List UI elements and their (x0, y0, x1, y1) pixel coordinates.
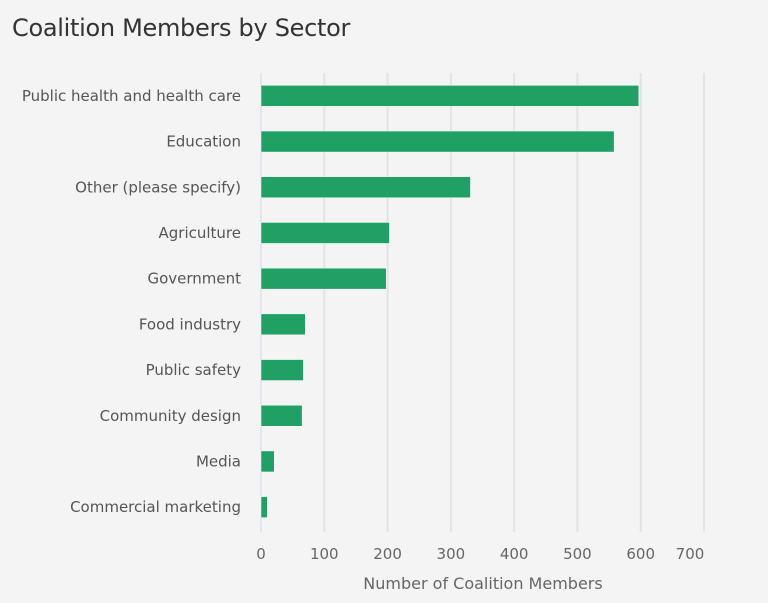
x-tick-label: 300 (437, 545, 466, 563)
bar (260, 85, 640, 107)
bar (260, 313, 306, 336)
x-tick-label: 500 (563, 545, 592, 563)
y-category-label: Community design (100, 407, 241, 425)
x-tick-label: 600 (626, 545, 655, 563)
y-category-label: Media (196, 452, 241, 470)
bar (260, 267, 387, 290)
bar (260, 130, 615, 153)
y-category-label: Public safety (146, 361, 242, 379)
y-category-label: Education (166, 133, 241, 151)
chart-title: Coalition Members by Sector (12, 14, 351, 42)
x-tick-label: 0 (256, 545, 266, 563)
bar (260, 405, 303, 427)
y-category-label: Food industry (139, 315, 241, 333)
y-category-label: Government (147, 270, 241, 288)
x-axis-title: Number of Coalition Members (363, 574, 602, 593)
y-category-label: Other (please specify) (75, 178, 241, 196)
y-category-label: Public health and health care (22, 87, 241, 105)
bar (260, 496, 268, 518)
y-category-label: Commercial marketing (70, 498, 241, 516)
x-tick-label: 100 (310, 545, 339, 563)
bar (260, 450, 275, 473)
y-category-label: Agriculture (159, 224, 242, 242)
bar (260, 176, 471, 198)
bar (260, 359, 304, 381)
x-tick-label: 700 (676, 545, 705, 563)
x-tick-label: 200 (373, 545, 402, 563)
bar (260, 222, 390, 244)
x-tick-label: 400 (500, 545, 529, 563)
